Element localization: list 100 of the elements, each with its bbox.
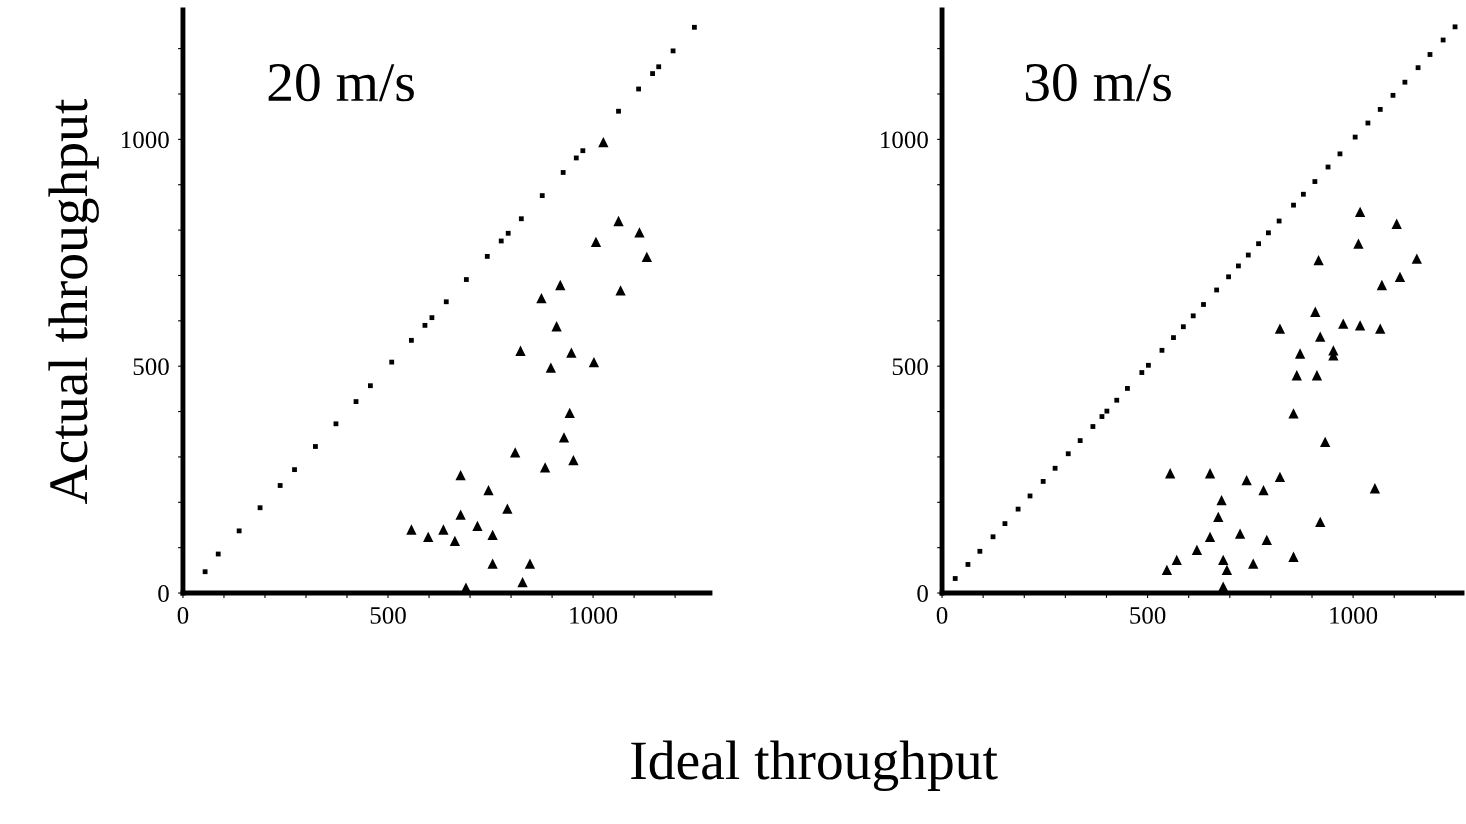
point (1411, 253, 1422, 264)
point (277, 483, 283, 488)
point (1213, 511, 1224, 522)
point (616, 108, 621, 114)
point (555, 279, 566, 291)
point (455, 509, 466, 520)
point (484, 254, 490, 259)
point (1191, 544, 1203, 556)
point (1312, 179, 1318, 184)
point (1258, 484, 1269, 496)
point (560, 170, 566, 175)
point (1391, 218, 1402, 229)
point (1315, 331, 1326, 342)
point (463, 277, 469, 282)
point (558, 432, 570, 443)
point (1125, 386, 1130, 391)
point (1261, 534, 1272, 546)
point (539, 462, 551, 473)
point (656, 64, 662, 70)
point (615, 285, 626, 296)
x-axis-title: Ideal throughput (631, 740, 998, 792)
x-tick-label: 0 (177, 606, 189, 624)
point (1146, 362, 1151, 368)
point (1266, 230, 1271, 236)
point (1353, 238, 1364, 249)
point (455, 469, 466, 481)
point (650, 71, 655, 76)
point (292, 467, 297, 473)
x-tick-label: 0 (936, 606, 948, 624)
point (1274, 471, 1286, 483)
point (1394, 271, 1406, 282)
point (1375, 323, 1386, 334)
point (1256, 241, 1261, 247)
y-tick-label: 500 (133, 358, 169, 376)
point (1221, 564, 1233, 576)
point (487, 558, 498, 569)
point (1204, 468, 1216, 479)
y-axis-title: Actual throughput (48, 98, 99, 504)
point (1171, 554, 1182, 566)
point (1234, 528, 1246, 539)
point (443, 299, 449, 305)
point (568, 454, 579, 466)
point (1402, 79, 1408, 85)
point (236, 528, 242, 534)
point (539, 193, 545, 199)
point (641, 251, 652, 263)
point (1338, 318, 1349, 329)
point (1065, 451, 1071, 457)
y-tick-label: 1000 (881, 131, 928, 149)
point (598, 136, 609, 148)
point (566, 347, 577, 358)
point (1171, 335, 1176, 341)
point (1369, 483, 1381, 494)
point (1161, 564, 1173, 576)
point (613, 215, 624, 227)
point (313, 444, 318, 449)
x-tick-label: 1000 (1330, 606, 1378, 624)
point (1288, 408, 1299, 419)
point (545, 362, 556, 373)
point (1310, 306, 1321, 317)
y-tick-label: 0 (158, 585, 169, 602)
point (1248, 558, 1259, 569)
point (1077, 438, 1083, 443)
point (423, 531, 434, 542)
point (389, 359, 395, 365)
point (1226, 274, 1231, 280)
x-tick-label: 1000 (570, 606, 618, 624)
point (1320, 436, 1331, 448)
point (517, 576, 528, 588)
point (590, 236, 602, 248)
point (472, 520, 483, 532)
point (1204, 531, 1216, 542)
point (1291, 202, 1296, 208)
point (691, 24, 697, 30)
point (977, 548, 983, 554)
point (1376, 279, 1388, 291)
point (1313, 254, 1324, 266)
point (483, 484, 494, 496)
point (502, 503, 513, 514)
point (564, 407, 575, 419)
point (505, 230, 511, 236)
point (367, 383, 373, 389)
point (1315, 516, 1326, 527)
y-tick-label: 500 (892, 358, 928, 376)
point (1241, 474, 1252, 486)
point (202, 569, 208, 575)
point (1040, 479, 1046, 484)
x-tick-label: 500 (1130, 606, 1166, 624)
point (1354, 206, 1366, 218)
point (1354, 320, 1366, 331)
point (1190, 313, 1196, 319)
point (1104, 408, 1110, 414)
point (449, 535, 461, 547)
point (551, 321, 562, 332)
point (536, 292, 547, 304)
point (1294, 348, 1306, 359)
point (1015, 506, 1021, 512)
point (1288, 551, 1299, 562)
point (524, 558, 536, 569)
point (1218, 581, 1229, 592)
